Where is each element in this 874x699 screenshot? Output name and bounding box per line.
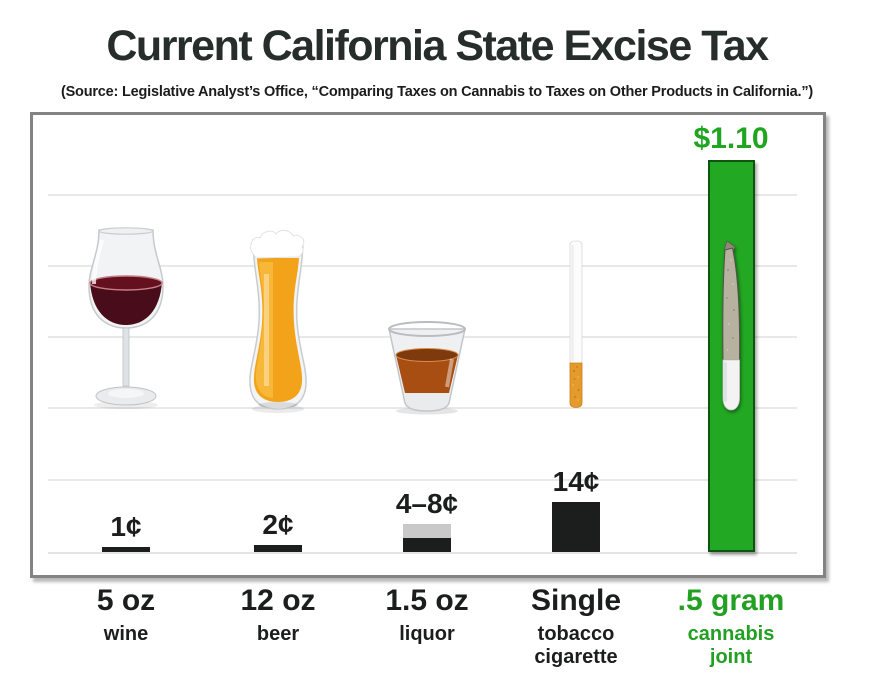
liquor-tax-range-segment — [403, 524, 451, 538]
product-name: tobacco — [537, 622, 615, 645]
tobacco-tax-bar — [552, 502, 600, 552]
gridline-20c — [48, 478, 797, 481]
x-label-wine: 5 oz wine — [41, 584, 211, 646]
x-label-tobacco: Single tobacco cigarette — [491, 584, 661, 669]
tax-value-label: 2¢ — [262, 509, 294, 540]
serving-size: 1.5 oz — [385, 584, 469, 617]
shot-glass-icon — [388, 321, 466, 415]
liquor-tax-bar — [403, 538, 451, 552]
page-title: Current California State Excise Tax — [106, 22, 769, 70]
tax-value-label: 1¢ — [110, 511, 142, 542]
cannabis-joint-icon — [721, 240, 740, 411]
serving-size: 5 oz — [96, 584, 156, 617]
product-name: wine — [103, 622, 149, 645]
x-label-beer: 12 oz beer — [193, 584, 363, 646]
cannabis-tax-bar — [707, 160, 755, 552]
bar-column-beer: 2¢ — [223, 511, 333, 552]
product-name: liquor — [399, 622, 455, 645]
tax-value-label: 4–8¢ — [395, 488, 459, 519]
gridline-100c — [48, 193, 797, 196]
bar-column-wine: 1¢ — [71, 513, 181, 552]
serving-size: 12 oz — [240, 584, 316, 617]
wine-glass-icon — [88, 227, 164, 409]
x-axis-baseline — [48, 552, 797, 554]
bar-column-tobacco: 14¢ — [521, 468, 631, 552]
beer-tax-bar — [254, 545, 302, 552]
product-name: cannabis — [687, 622, 775, 645]
product-name: cigarette — [534, 645, 618, 668]
x-label-cannabis: .5 gram cannabis joint — [646, 584, 816, 669]
bar-column-liquor: 4–8¢ — [372, 490, 482, 552]
product-name: beer — [256, 622, 300, 645]
gridline-80c — [48, 264, 797, 267]
wine-tax-bar — [102, 547, 150, 552]
x-label-liquor: 1.5 oz liquor — [342, 584, 512, 646]
beer-glass-icon — [249, 229, 307, 413]
tax-value-label: 14¢ — [552, 466, 600, 497]
bar-column-cannabis: $1.10 — [676, 124, 786, 552]
serving-size: Single — [530, 584, 621, 617]
serving-size: .5 gram — [677, 584, 785, 617]
source-citation: (Source: Legislative Analyst’s Office, “… — [60, 84, 814, 100]
tax-value-label: $1.10 — [693, 122, 769, 155]
cigarette-icon — [569, 240, 583, 408]
chart-plot-area: 1¢ 2¢ 4–8¢ 14¢ $1.10 — [30, 112, 826, 578]
product-name: joint — [709, 645, 753, 668]
